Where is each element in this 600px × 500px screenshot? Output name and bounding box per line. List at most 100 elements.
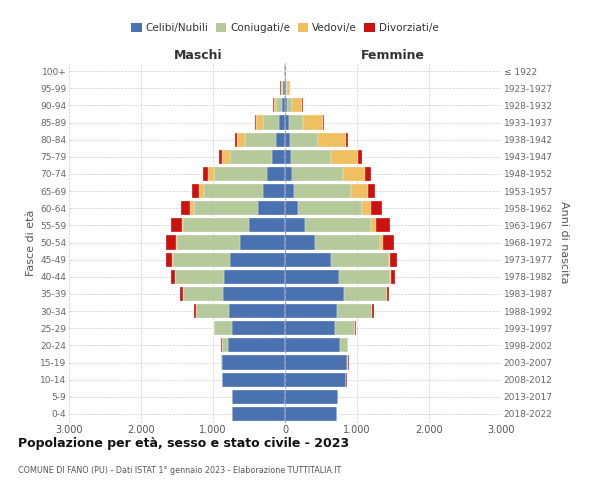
Bar — [283, 81, 285, 95]
Bar — [230, 252, 285, 266]
Bar — [285, 201, 298, 215]
Bar — [387, 287, 389, 301]
Legend: Celibi/Nubili, Coniugati/e, Vedovi/e, Divorziati/e: Celibi/Nubili, Coniugati/e, Vedovi/e, Di… — [127, 19, 443, 38]
Bar — [362, 201, 371, 215]
Bar — [287, 81, 290, 95]
Bar — [289, 116, 303, 130]
Bar — [170, 218, 182, 232]
Bar — [245, 132, 275, 146]
Bar — [249, 218, 285, 232]
Bar — [340, 338, 347, 352]
Text: Popolazione per età, sesso e stato civile - 2023: Popolazione per età, sesso e stato civil… — [18, 438, 349, 450]
Bar — [295, 184, 351, 198]
Bar — [222, 150, 230, 164]
Bar — [176, 236, 177, 250]
Bar — [344, 287, 386, 301]
Bar — [272, 150, 285, 164]
Bar — [221, 338, 228, 352]
Bar — [287, 98, 292, 112]
Bar — [194, 201, 257, 215]
Bar — [237, 132, 245, 146]
Bar — [285, 167, 292, 181]
Bar — [190, 201, 194, 215]
Bar — [194, 304, 196, 318]
Bar — [371, 218, 376, 232]
Y-axis label: Fasce di età: Fasce di età — [26, 210, 36, 276]
Bar — [285, 81, 286, 95]
Bar — [223, 372, 285, 386]
Bar — [285, 287, 344, 301]
Bar — [223, 287, 285, 301]
Bar — [372, 304, 374, 318]
Bar — [305, 218, 371, 232]
Bar — [292, 98, 302, 112]
Bar — [232, 407, 285, 421]
Bar — [277, 98, 282, 112]
Bar — [263, 116, 278, 130]
Bar — [331, 252, 389, 266]
Bar — [196, 304, 229, 318]
Bar — [365, 167, 371, 181]
Bar — [335, 321, 355, 335]
Bar — [223, 356, 285, 370]
Bar — [257, 201, 285, 215]
Bar — [315, 236, 380, 250]
Bar — [380, 236, 383, 250]
Bar — [166, 252, 172, 266]
Bar — [292, 167, 343, 181]
Bar — [224, 270, 285, 284]
Bar — [371, 201, 382, 215]
Bar — [285, 236, 315, 250]
Bar — [177, 236, 241, 250]
Bar — [318, 132, 346, 146]
Bar — [285, 184, 295, 198]
Bar — [275, 132, 285, 146]
Bar — [358, 150, 362, 164]
Bar — [274, 98, 277, 112]
Bar — [232, 321, 285, 335]
Bar — [389, 252, 390, 266]
Bar — [192, 184, 199, 198]
Bar — [343, 167, 365, 181]
Bar — [214, 321, 232, 335]
Bar — [285, 270, 339, 284]
Bar — [232, 390, 285, 404]
Y-axis label: Anni di nascita: Anni di nascita — [559, 201, 569, 284]
Bar — [263, 184, 285, 198]
Bar — [285, 304, 337, 318]
Bar — [298, 201, 362, 215]
Bar — [173, 252, 230, 266]
Bar — [390, 252, 397, 266]
Bar — [228, 338, 285, 352]
Bar — [183, 287, 223, 301]
Bar — [285, 252, 331, 266]
Bar — [285, 338, 340, 352]
Bar — [368, 184, 374, 198]
Bar — [175, 270, 224, 284]
Bar — [391, 270, 395, 284]
Bar — [285, 321, 335, 335]
Bar — [203, 167, 208, 181]
Bar — [229, 304, 285, 318]
Bar — [180, 287, 182, 301]
Bar — [285, 218, 305, 232]
Bar — [208, 167, 214, 181]
Bar — [184, 218, 249, 232]
Bar — [303, 116, 323, 130]
Bar — [166, 236, 176, 250]
Bar — [221, 356, 223, 370]
Bar — [170, 270, 175, 284]
Bar — [323, 116, 324, 130]
Bar — [286, 81, 287, 95]
Bar — [285, 372, 346, 386]
Bar — [331, 150, 358, 164]
Bar — [278, 116, 285, 130]
Bar — [285, 132, 290, 146]
Bar — [285, 150, 291, 164]
Bar — [285, 98, 287, 112]
Bar — [351, 184, 368, 198]
Bar — [205, 184, 263, 198]
Bar — [182, 218, 184, 232]
Text: Femmine: Femmine — [361, 48, 425, 62]
Bar — [282, 98, 285, 112]
